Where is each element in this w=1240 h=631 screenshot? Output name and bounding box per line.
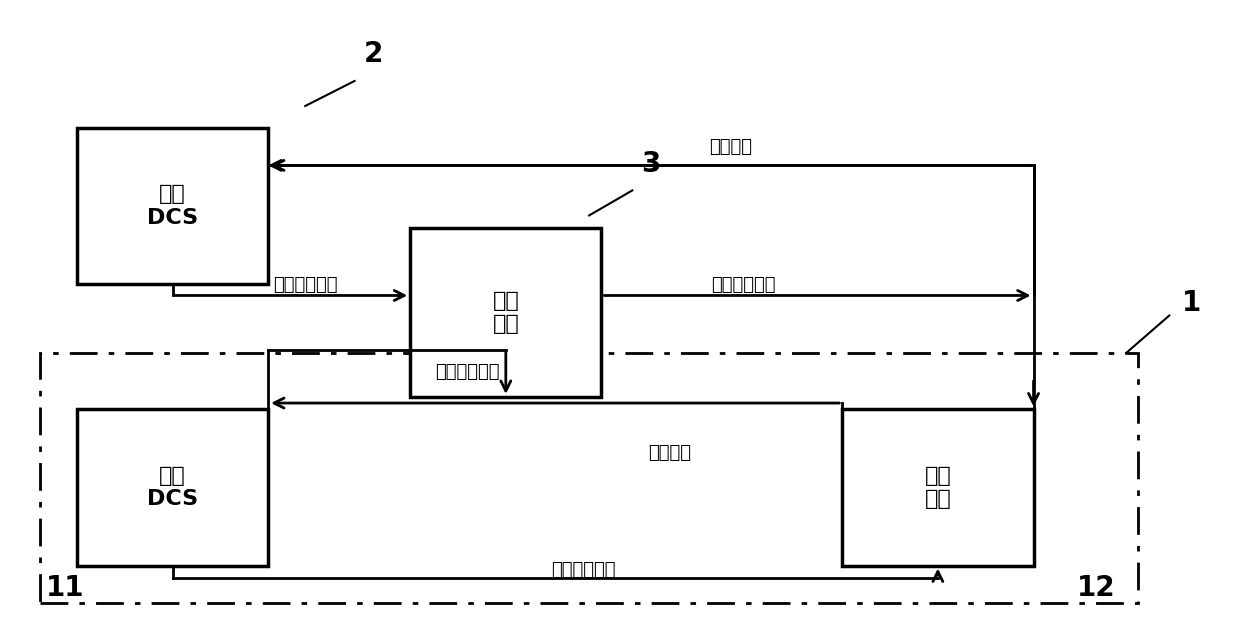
Text: 主干控制指令: 主干控制指令 <box>273 276 337 293</box>
Text: 测试
DCS: 测试 DCS <box>148 184 198 228</box>
Text: 其他控制指令: 其他控制指令 <box>551 561 615 579</box>
Text: 12: 12 <box>1076 574 1115 602</box>
Bar <box>77 410 268 565</box>
Text: 11: 11 <box>46 574 84 602</box>
Text: 仿真
DCS: 仿真 DCS <box>148 466 198 509</box>
Text: 参数变化: 参数变化 <box>647 444 691 463</box>
Text: 3: 3 <box>641 150 661 178</box>
Text: 主干控制指令: 主干控制指令 <box>435 363 500 381</box>
Text: 1: 1 <box>1182 289 1200 317</box>
Text: 主干指令输出: 主干指令输出 <box>712 276 776 293</box>
Bar <box>77 128 268 284</box>
Text: 参数变化: 参数变化 <box>709 138 753 156</box>
Text: 2: 2 <box>363 40 383 68</box>
Bar <box>842 410 1033 565</box>
Bar <box>410 228 601 397</box>
Bar <box>40 353 1138 603</box>
Text: 方式
切换: 方式 切换 <box>492 291 520 334</box>
Text: 仿真
模型: 仿真 模型 <box>925 466 951 509</box>
